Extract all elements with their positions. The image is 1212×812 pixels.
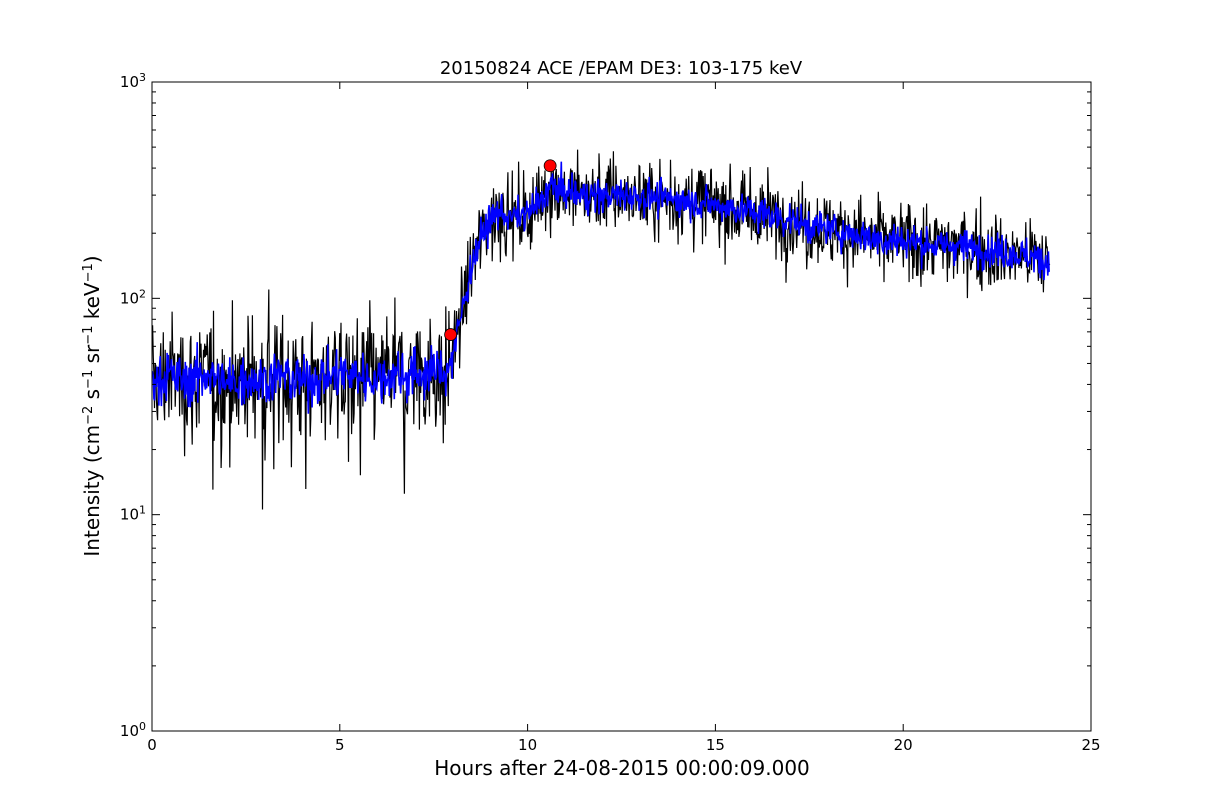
y-tick-label: 100 — [120, 720, 146, 741]
plot-frame — [151, 81, 1092, 732]
chart-title: 20150824 ACE /EPAM DE3: 103-175 keV — [440, 58, 803, 79]
x-tick-label: 5 — [335, 736, 345, 754]
x-tick-label: 20 — [894, 736, 913, 754]
y-axis-label: Intensity (cm−2 s−1 sr−1 keV−1) — [80, 255, 104, 556]
y-tick-label: 103 — [120, 71, 146, 92]
peak-marker-2 — [543, 159, 557, 173]
marker-layer — [444, 159, 557, 341]
plot-area: 0 5 10 15 20 25 100 101 102 103 — [120, 71, 1101, 755]
x-tick-label: 0 — [147, 736, 157, 754]
x-tick-label: 25 — [1081, 736, 1100, 754]
series-line-smoothed — [152, 161, 1051, 414]
y-tick-label: 102 — [120, 287, 146, 308]
y-tick-label: 101 — [120, 503, 146, 524]
tick-layer: 0 5 10 15 20 25 100 101 102 103 — [120, 71, 1101, 755]
x-tick-label: 10 — [518, 736, 537, 754]
data-layer — [152, 149, 1051, 510]
x-axis-label: Hours after 24-08-2015 00:00:09.000 — [434, 756, 810, 780]
x-tick-label: 15 — [706, 736, 725, 754]
peak-marker-1 — [444, 328, 458, 341]
